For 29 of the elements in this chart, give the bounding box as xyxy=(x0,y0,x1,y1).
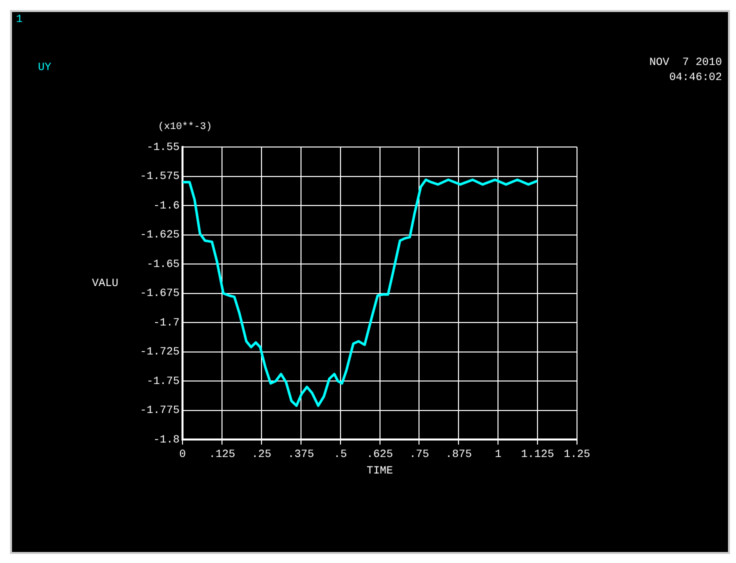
text: UY xyxy=(38,62,52,74)
x-tick-label: .625 xyxy=(366,449,394,462)
text: 04:46:02 xyxy=(669,72,722,84)
x-tick-label: .375 xyxy=(288,449,314,462)
x-tick-label: .5 xyxy=(334,449,347,462)
x-tick-label: .75 xyxy=(409,449,430,462)
y-tick-label: -1.575 xyxy=(140,171,180,184)
y-tick-label: -1.8 xyxy=(153,434,180,447)
x-tick-label: .25 xyxy=(252,449,272,462)
x-tick-label: 1.25 xyxy=(564,449,590,462)
y-tick-label: -1.75 xyxy=(146,376,180,388)
y-tick-label: -1.65 xyxy=(146,258,180,271)
y-tick-label: -1.725 xyxy=(140,346,180,359)
y-tick-label: -1.6 xyxy=(153,200,180,212)
text: NOV 7 2010 xyxy=(649,57,722,69)
y-tick-label: -1.675 xyxy=(140,288,180,300)
y-tick-label: -1.625 xyxy=(140,230,180,242)
text: 1 xyxy=(16,14,23,26)
text: (x10**-3) xyxy=(158,122,212,133)
y-tick-label: -1.55 xyxy=(146,142,180,154)
x-tick-label: .875 xyxy=(445,449,472,462)
x-tick-label: 1 xyxy=(494,449,502,462)
x-axis-title: TIME xyxy=(366,465,394,478)
x-tick-label: 0 xyxy=(179,449,186,462)
y-tick-label: -1.775 xyxy=(140,405,180,418)
y-axis-title: VALU xyxy=(92,278,118,290)
x-tick-label: 1.125 xyxy=(521,449,554,462)
y-tick-label: -1.7 xyxy=(153,317,180,330)
x-tick-label: .125 xyxy=(208,449,236,462)
